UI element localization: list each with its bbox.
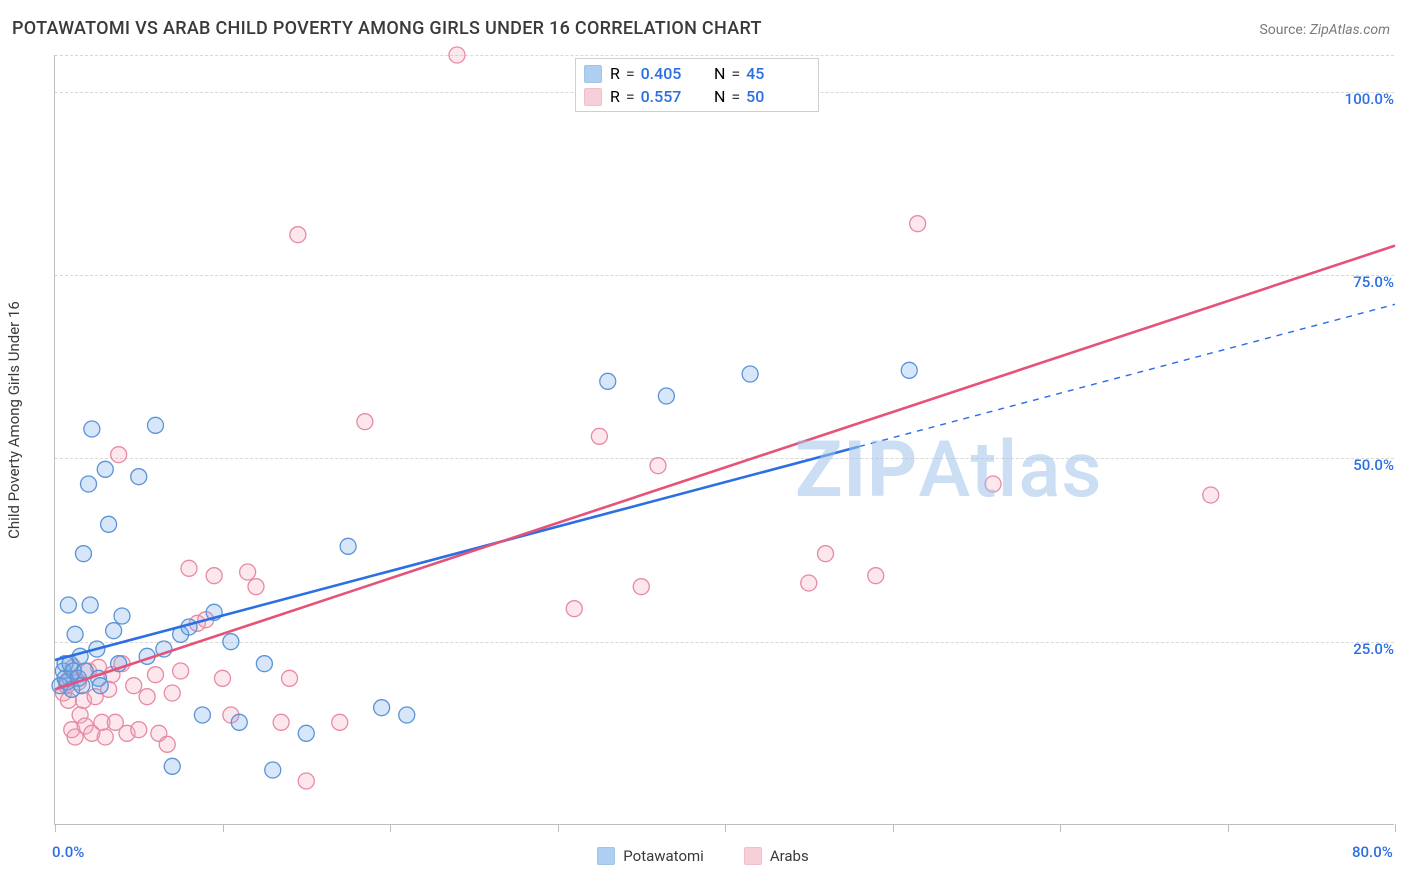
swatch-arabs [744,847,762,865]
swatch-potawatomi [584,65,602,83]
scatter-point-arabs [173,663,189,679]
scatter-point-potawatomi [101,516,117,532]
scatter-point-potawatomi [84,421,100,437]
legend-label: Potawatomi [623,847,704,865]
y-axis-label: Child Poverty Among Girls Under 16 [5,301,23,539]
scatter-point-potawatomi [600,373,616,389]
scatter-point-arabs [159,736,175,752]
scatter-point-arabs [139,689,155,705]
scatter-svg [55,55,1394,824]
swatch-arabs [584,88,602,106]
scatter-point-potawatomi [265,762,281,778]
scatter-point-arabs [240,564,256,580]
scatter-point-arabs [1203,487,1219,503]
scatter-point-potawatomi [223,634,239,650]
trend-line-arabs [55,246,1395,690]
scatter-point-arabs [131,722,147,738]
legend-item-potawatomi: Potawatomi [597,847,704,865]
scatter-point-arabs [650,458,666,474]
scatter-point-potawatomi [256,656,272,672]
trend-line-potawatomi-extrapolated [859,304,1395,446]
scatter-point-potawatomi [298,725,314,741]
swatch-potawatomi [597,847,615,865]
scatter-point-arabs [633,579,649,595]
scatter-point-arabs [126,678,142,694]
scatter-point-potawatomi [164,758,180,774]
scatter-point-arabs [801,575,817,591]
scatter-point-arabs [282,670,298,686]
scatter-point-potawatomi [658,388,674,404]
scatter-point-potawatomi [67,626,83,642]
legend-series: Potawatomi Arabs [0,847,1406,865]
y-tick-label: 75.0% [1353,273,1394,291]
scatter-point-arabs [148,667,164,683]
scatter-point-arabs [111,447,127,463]
scatter-point-arabs [164,685,180,701]
scatter-point-potawatomi [148,417,164,433]
scatter-point-arabs [215,670,231,686]
y-tick-label: 100.0% [1345,90,1394,108]
scatter-point-arabs [357,414,373,430]
trend-line-potawatomi [55,447,859,660]
y-tick-label: 50.0% [1353,456,1394,474]
scatter-point-arabs [910,216,926,232]
scatter-point-arabs [332,714,348,730]
scatter-point-arabs [985,476,1001,492]
source-name: ZipAtlas.com [1310,22,1390,38]
scatter-point-potawatomi [194,707,210,723]
scatter-point-arabs [449,47,465,63]
scatter-point-arabs [248,579,264,595]
scatter-point-arabs [97,729,113,745]
scatter-point-potawatomi [106,623,122,639]
scatter-point-potawatomi [97,461,113,477]
scatter-point-potawatomi [81,476,97,492]
scatter-point-potawatomi [131,469,147,485]
legend-item-arabs: Arabs [744,847,809,865]
y-tick-label: 25.0% [1353,640,1394,658]
scatter-point-potawatomi [92,678,108,694]
scatter-point-potawatomi [340,538,356,554]
scatter-point-potawatomi [114,608,130,624]
scatter-point-potawatomi [231,714,247,730]
scatter-point-potawatomi [82,597,98,613]
scatter-point-arabs [290,227,306,243]
scatter-point-arabs [298,773,314,789]
legend-row-arabs: R = 0.557 N = 50 [584,85,810,108]
scatter-point-arabs [868,568,884,584]
scatter-point-potawatomi [399,707,415,723]
scatter-point-arabs [181,560,197,576]
scatter-point-arabs [591,428,607,444]
scatter-point-arabs [206,568,222,584]
legend-row-potawatomi: R = 0.405 N = 45 [584,62,810,85]
scatter-point-potawatomi [374,700,390,716]
scatter-point-arabs [818,546,834,562]
chart-title: POTAWATOMI VS ARAB CHILD POVERTY AMONG G… [12,18,762,39]
scatter-point-potawatomi [742,366,758,382]
legend-correlation: R = 0.405 N = 45 R = 0.557 N = 50 [575,58,819,112]
scatter-point-potawatomi [60,597,76,613]
scatter-point-potawatomi [901,362,917,378]
legend-label: Arabs [770,847,809,865]
plot-area: ZIPAtlas [54,55,1394,825]
source-prefix: Source: [1259,22,1309,38]
scatter-point-arabs [273,714,289,730]
source-credit: Source: ZipAtlas.com [1259,22,1390,38]
scatter-point-arabs [566,601,582,617]
scatter-point-potawatomi [75,546,91,562]
